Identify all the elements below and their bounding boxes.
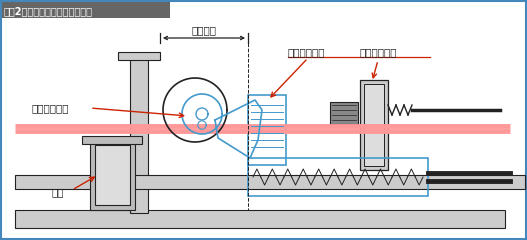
- Bar: [15, 210, 505, 228]
- Text: カムドライバ: カムドライバ: [32, 103, 70, 113]
- Bar: [82, 136, 142, 144]
- Bar: [2, 2, 170, 18]
- Text: 送り長さ: 送り長さ: [191, 25, 217, 35]
- Bar: [364, 84, 384, 166]
- Bar: [95, 145, 130, 205]
- Bar: [360, 80, 388, 170]
- Text: 【図2】送り動作の準備完了状態: 【図2】送り動作の準備完了状態: [4, 6, 93, 16]
- Bar: [248, 95, 286, 165]
- Bar: [118, 52, 160, 60]
- Bar: [248, 158, 428, 196]
- Bar: [15, 175, 525, 189]
- Bar: [330, 102, 358, 124]
- Text: 本体: 本体: [52, 187, 64, 197]
- Text: 固定クランプ: 固定クランプ: [360, 47, 397, 57]
- Text: 移動クランプ: 移動クランプ: [288, 47, 326, 57]
- Bar: [90, 140, 135, 210]
- Bar: [130, 55, 148, 213]
